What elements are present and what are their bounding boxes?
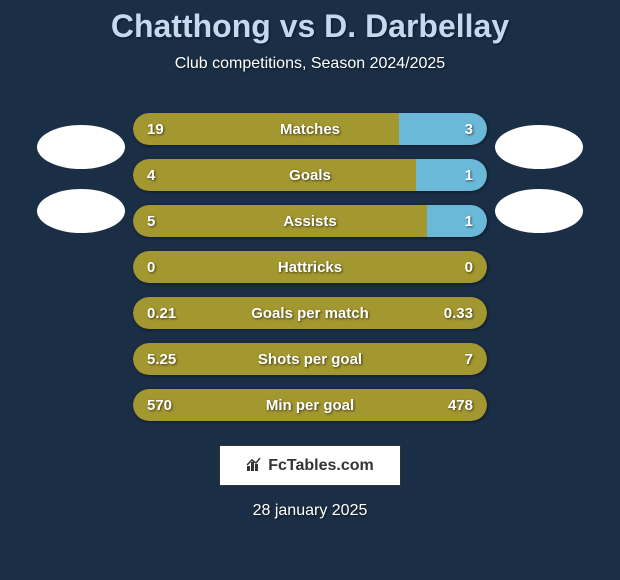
stat-label: Goals per match [251, 305, 369, 322]
player1-avatar-column [37, 113, 125, 233]
stat-label: Shots per goal [258, 351, 362, 368]
stat-value-right: 1 [433, 167, 473, 184]
stat-label: Min per goal [266, 397, 354, 414]
bar-content: 570 Min per goal 478 [133, 389, 487, 421]
page-title: Chatthong vs D. Darbellay [111, 8, 509, 45]
comparison-container: Chatthong vs D. Darbellay Club competiti… [0, 0, 620, 520]
stat-label: Goals [289, 167, 331, 184]
comparison-wrapper: 19 Matches 3 4 Goals 1 5 Assists 1 0 Hattricks 0 0.2… [0, 113, 620, 421]
logo-text: FcTables.com [268, 457, 374, 475]
bar-content: 19 Matches 3 [133, 113, 487, 145]
stat-bar: 0.21 Goals per match 0.33 [133, 297, 487, 329]
stat-value-right: 0.33 [433, 305, 473, 322]
stat-bar: 5.25 Shots per goal 7 [133, 343, 487, 375]
logo-box[interactable]: FcTables.com [219, 445, 401, 486]
stat-label: Hattricks [278, 259, 342, 276]
bar-content: 5 Assists 1 [133, 205, 487, 237]
chart-icon [246, 456, 262, 475]
bar-content: 0 Hattricks 0 [133, 251, 487, 283]
stat-value-left: 5 [147, 213, 187, 230]
stat-value-left: 5.25 [147, 351, 187, 368]
bar-content: 0.21 Goals per match 0.33 [133, 297, 487, 329]
player2-avatar-body [495, 189, 583, 233]
player2-avatar-head [495, 125, 583, 169]
player1-avatar-body [37, 189, 125, 233]
stat-label: Matches [280, 121, 340, 138]
stat-bar: 0 Hattricks 0 [133, 251, 487, 283]
stat-value-right: 1 [433, 213, 473, 230]
player2-avatar-column [495, 113, 583, 233]
stat-label: Assists [283, 213, 336, 230]
player1-avatar-head [37, 125, 125, 169]
stat-bar: 5 Assists 1 [133, 205, 487, 237]
stat-value-left: 19 [147, 121, 187, 138]
bar-content: 4 Goals 1 [133, 159, 487, 191]
stat-value-right: 3 [433, 121, 473, 138]
stat-bar: 570 Min per goal 478 [133, 389, 487, 421]
subtitle: Club competitions, Season 2024/2025 [175, 55, 445, 73]
stats-column: 19 Matches 3 4 Goals 1 5 Assists 1 0 Hattricks 0 0.2… [133, 113, 487, 421]
date-text: 28 january 2025 [253, 502, 368, 520]
stat-value-right: 7 [433, 351, 473, 368]
stat-value-right: 0 [433, 259, 473, 276]
stat-bar: 19 Matches 3 [133, 113, 487, 145]
stat-value-left: 4 [147, 167, 187, 184]
bar-content: 5.25 Shots per goal 7 [133, 343, 487, 375]
stat-value-left: 570 [147, 397, 187, 414]
stat-bar: 4 Goals 1 [133, 159, 487, 191]
stat-value-right: 478 [433, 397, 473, 414]
stat-value-left: 0 [147, 259, 187, 276]
stat-value-left: 0.21 [147, 305, 187, 322]
